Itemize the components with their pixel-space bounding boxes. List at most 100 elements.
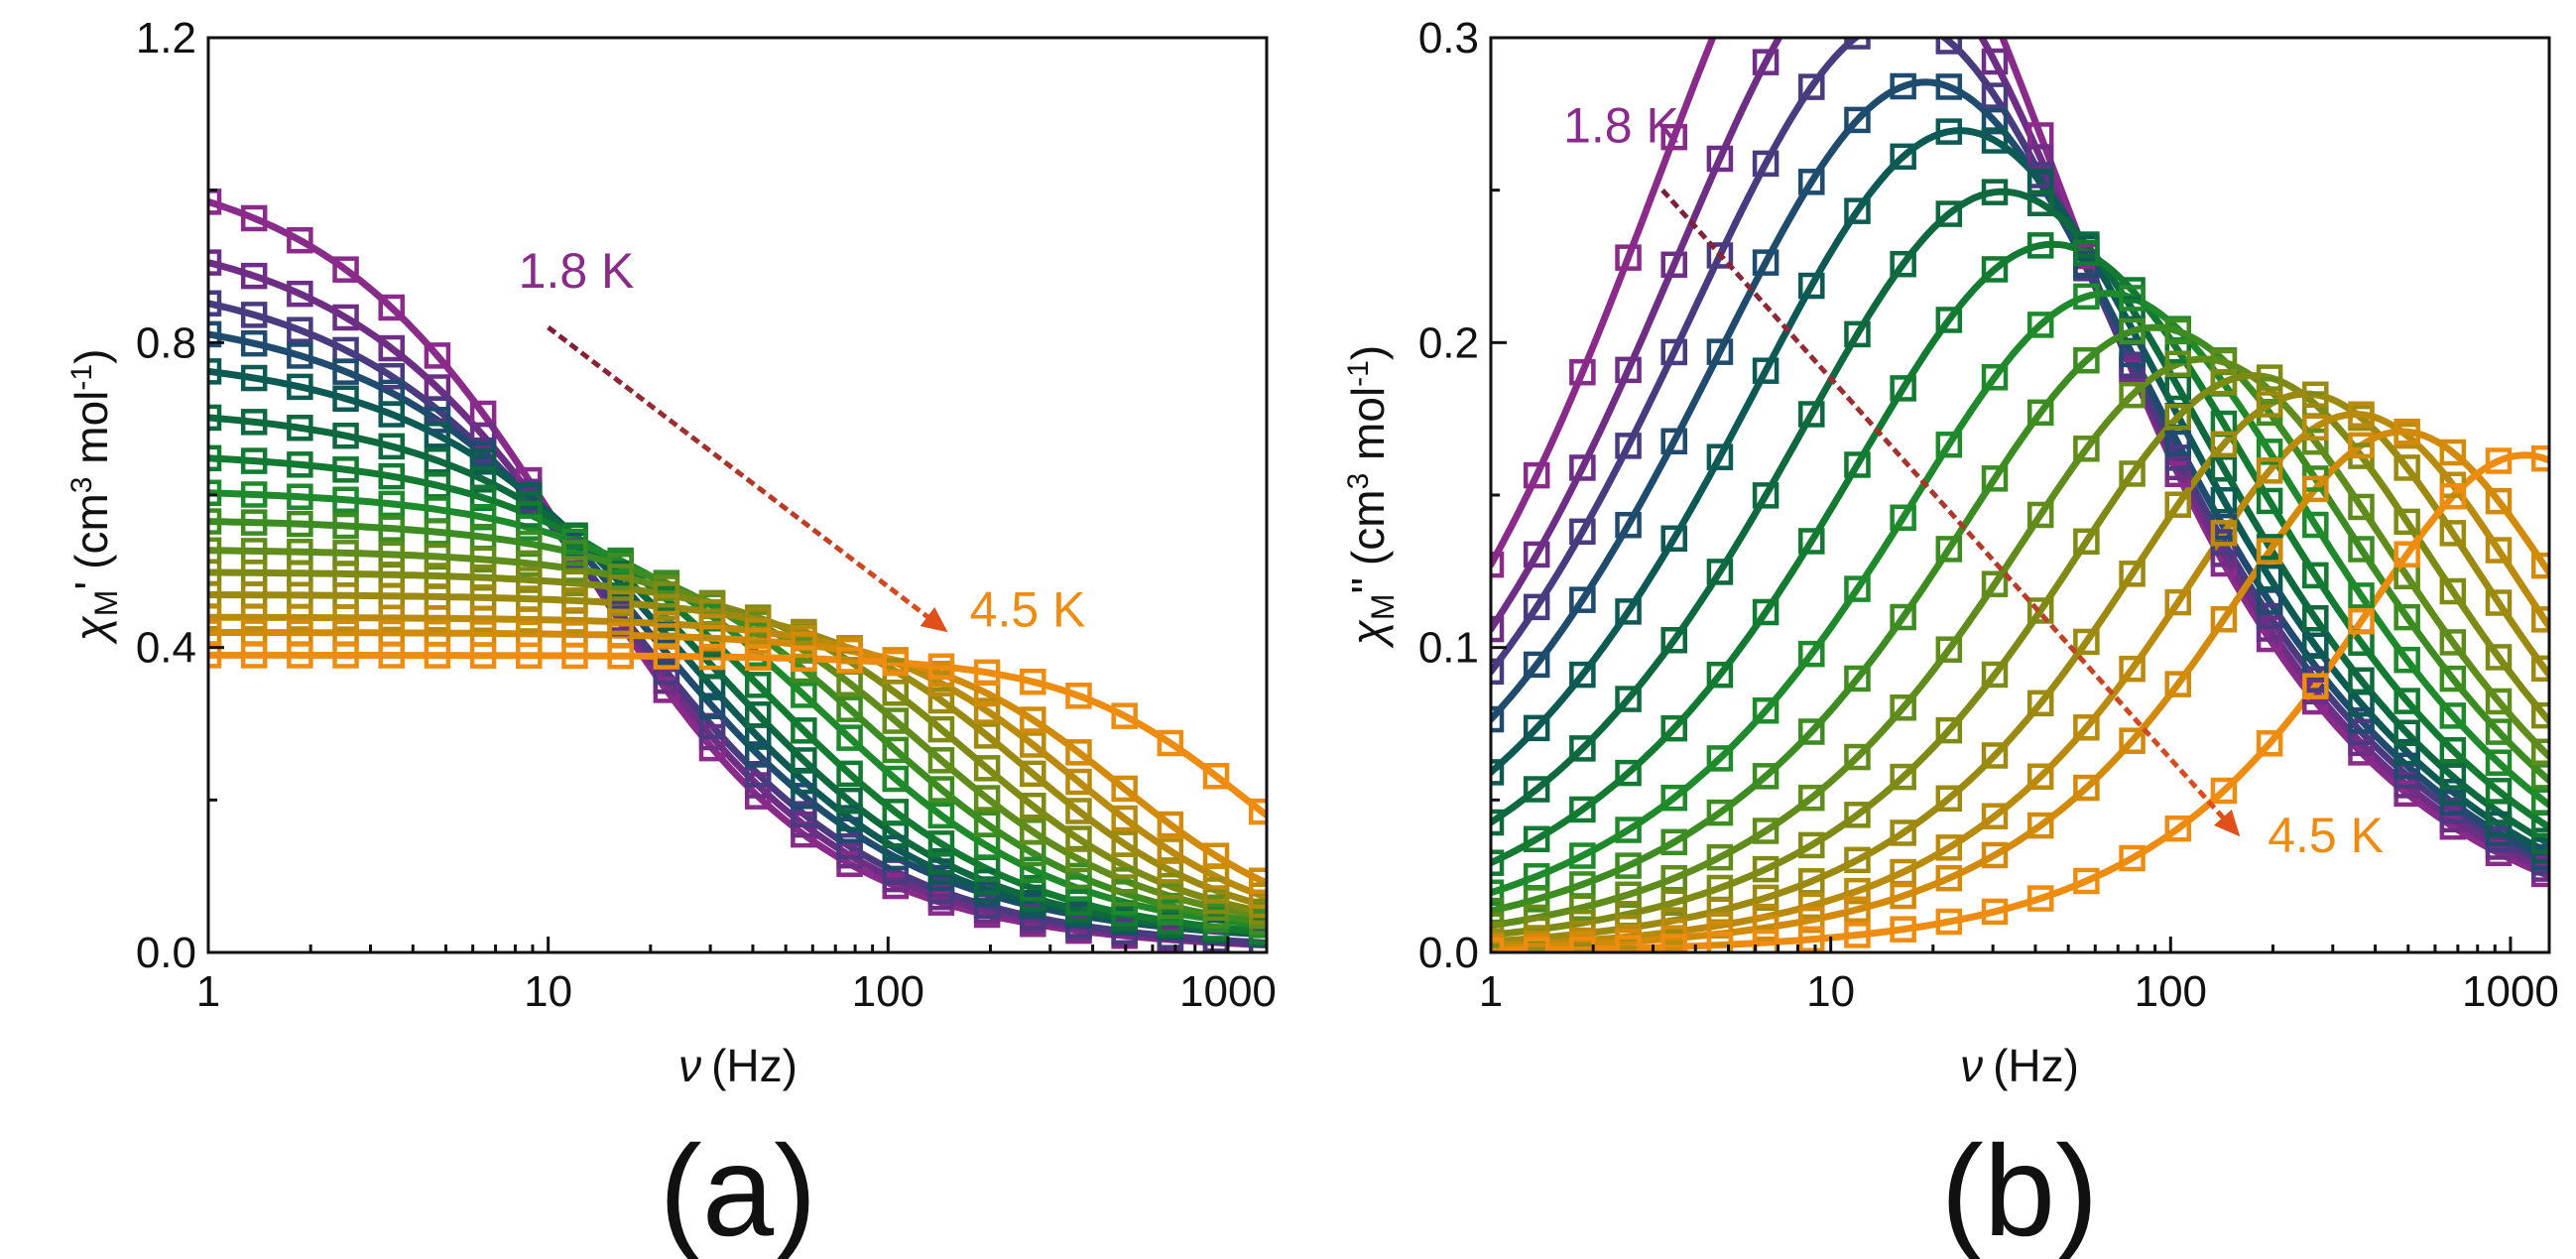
data-point (287, 510, 313, 538)
data-point (208, 559, 222, 586)
data-point (1660, 889, 1687, 917)
data-point (1020, 706, 1046, 733)
data-point (1935, 908, 1963, 936)
data-point (1523, 461, 1550, 489)
data-point (1752, 150, 1779, 178)
data-point (2164, 444, 2192, 471)
data-point (836, 787, 863, 815)
data-point (332, 304, 359, 331)
x-axis-title-b: ν (Hz) (1960, 1040, 2079, 1091)
data-point (208, 320, 222, 348)
data-point (1752, 249, 1779, 276)
data-point (791, 717, 817, 744)
data-point (378, 490, 405, 518)
data-point (1935, 73, 1963, 100)
data-point (1202, 877, 1230, 904)
y-axis-unit-sup2-b: -1 (1342, 360, 1375, 387)
x-tick-label: 1 (196, 967, 220, 1016)
data-point (2119, 317, 2146, 345)
x-axis-symbol-b: ν (1960, 1040, 1983, 1091)
data-point (1706, 843, 1734, 871)
data-point (1890, 143, 1916, 171)
data-point (1844, 38, 1871, 50)
data-point (1798, 718, 1825, 745)
data-point (2302, 475, 2329, 503)
data-point (2210, 606, 2238, 633)
data-point (1660, 828, 1687, 856)
fit-curve-30K (208, 518, 1267, 927)
data-point (287, 280, 313, 308)
data-point (2164, 815, 2192, 842)
data-point (1798, 868, 1825, 895)
y-axis-unit-open-a: (cm (65, 493, 117, 569)
data-point (1615, 356, 1642, 384)
data-point (469, 422, 497, 449)
data-point (791, 783, 817, 810)
data-point (1935, 200, 1963, 227)
data-point (2485, 778, 2513, 805)
data-point (2302, 632, 2329, 659)
data-point (2164, 430, 2192, 457)
fit-curve-26K (1491, 240, 2549, 867)
data-point (424, 407, 451, 434)
data-point (561, 540, 588, 567)
data-point (2439, 439, 2467, 466)
data-point (2393, 454, 2420, 481)
data-point (1752, 914, 1779, 942)
data-point (973, 868, 1001, 896)
data-point (2302, 562, 2329, 589)
data-point (2073, 628, 2100, 656)
data-point (2348, 536, 2375, 563)
data-point (1615, 881, 1642, 909)
y-axis-symbol-b: χ (1342, 619, 1394, 649)
data-point (836, 832, 863, 860)
data-point (1709, 9, 1731, 31)
data-point (378, 401, 405, 428)
plot-frame-a (206, 36, 1269, 954)
data-point (287, 604, 313, 631)
data-point (1752, 763, 1779, 790)
data-point (882, 736, 910, 764)
data-point (1248, 798, 1267, 825)
data-point (1020, 760, 1046, 788)
data-point (1157, 729, 1184, 757)
data-point (208, 603, 222, 631)
data-point (2256, 439, 2283, 465)
data-point (1844, 846, 1871, 874)
data-point (1569, 518, 1596, 546)
data-point (2530, 827, 2549, 854)
data-point (653, 593, 680, 621)
x-tick-label: 100 (2135, 967, 2207, 1016)
data-point (561, 569, 588, 597)
y-tick-label: 0.0 (136, 929, 196, 977)
data-point (2530, 444, 2549, 472)
trend-arrowhead-a (920, 606, 948, 633)
data-point (1706, 799, 1734, 826)
data-point (1706, 145, 1734, 173)
data-point (378, 462, 405, 490)
x-axis-unit-a: (Hz) (711, 1040, 797, 1091)
data-point (1798, 831, 1825, 859)
y-axis-unit-close-b: ) (1342, 345, 1394, 360)
data-point (424, 422, 451, 448)
data-point (2256, 391, 2283, 418)
data-point (1752, 357, 1779, 384)
data-point (836, 647, 863, 674)
data-point (2439, 520, 2467, 547)
data-point (2119, 655, 2146, 683)
data-point (1981, 465, 2009, 492)
data-point (2210, 520, 2238, 547)
data-point (1981, 179, 2009, 205)
data-point (2073, 774, 2100, 802)
data-point (2119, 381, 2146, 409)
data-point (607, 642, 634, 670)
data-point (1615, 433, 1642, 459)
data-point (973, 755, 1001, 782)
data-point (2164, 671, 2192, 697)
data-point (791, 801, 817, 827)
data-point (1111, 805, 1138, 832)
data-point (2485, 718, 2513, 745)
data-point (2348, 432, 2375, 459)
data-point (744, 672, 772, 698)
temp-label-end-b: 4.5 K (2268, 808, 2384, 863)
